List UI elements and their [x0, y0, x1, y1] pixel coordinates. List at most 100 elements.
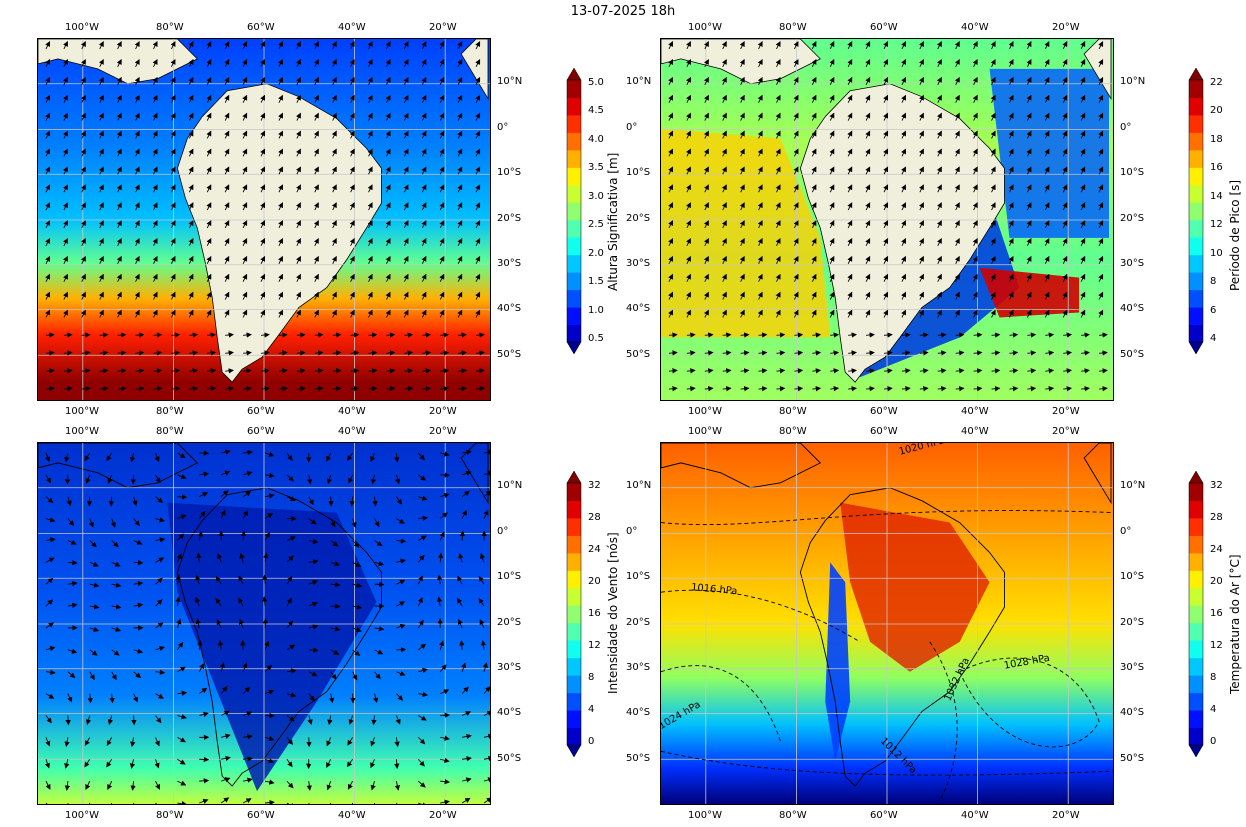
vector-arrow — [349, 291, 355, 300]
lon-tick-label: 20°W — [429, 22, 457, 33]
vector-arrow — [296, 41, 301, 50]
vector-arrow — [901, 220, 906, 229]
vector-arrow — [260, 220, 266, 229]
vector-arrow — [686, 202, 691, 211]
vector-arrow — [314, 350, 324, 356]
vector-arrow — [403, 255, 409, 264]
vector-arrow — [206, 237, 212, 247]
vector-arrow — [829, 148, 835, 157]
vector-arrow — [63, 386, 73, 392]
vector-arrow — [811, 148, 817, 157]
vector-arrow — [1062, 166, 1068, 175]
vector-arrow — [421, 76, 427, 85]
vector-arrow — [739, 76, 745, 85]
vector-arrow — [1008, 202, 1014, 211]
vector-arrow — [206, 309, 212, 318]
vector-arrow — [1062, 148, 1068, 157]
colorbar-tick-label: 24 — [1210, 544, 1223, 555]
vector-arrow — [1099, 350, 1108, 356]
vector-arrow — [170, 184, 176, 193]
vector-arrow — [296, 273, 301, 282]
vector-arrow — [349, 130, 355, 139]
vector-arrow — [991, 350, 1001, 356]
vector-arrow — [331, 130, 337, 139]
vector-arrow — [170, 309, 176, 318]
vector-arrow — [367, 237, 373, 247]
vector-arrow — [1008, 220, 1014, 229]
vector-arrow — [224, 309, 230, 318]
vector-arrow — [368, 350, 378, 356]
vector-arrow — [152, 291, 158, 300]
vector-arrow — [439, 291, 445, 300]
vector-arrow — [260, 350, 270, 356]
lon-tick-label: 60°W — [870, 406, 898, 417]
vector-arrow — [45, 273, 50, 282]
vector-arrow — [278, 273, 283, 282]
vector-arrow — [865, 112, 871, 121]
vector-arrow — [278, 309, 283, 318]
vector-arrow — [757, 166, 763, 175]
vector-arrow — [757, 255, 763, 264]
vector-arrow — [349, 148, 355, 157]
vector-arrow — [972, 76, 978, 85]
colorbar-tick-label: 22 — [1210, 77, 1223, 88]
lon-tick-label: 20°W — [429, 406, 457, 417]
vector-arrow — [757, 94, 763, 103]
vector-arrow — [134, 94, 140, 103]
vector-arrow — [117, 350, 127, 356]
vector-arrow — [367, 76, 373, 85]
vector-arrow — [63, 112, 68, 121]
vector-arrow — [829, 130, 835, 139]
vector-arrow — [170, 202, 176, 211]
vector-arrow — [440, 368, 450, 374]
vector-arrow — [865, 309, 871, 318]
colorbar-tick-label: 5.0 — [588, 77, 604, 88]
vector-arrow — [847, 184, 853, 193]
vector-arrow — [403, 237, 409, 247]
vector-arrow — [188, 94, 194, 103]
vector-arrow — [1080, 291, 1086, 300]
vector-arrow — [1080, 130, 1086, 139]
vector-arrow — [865, 184, 871, 193]
vector-arrow — [794, 350, 804, 356]
vector-arrow — [973, 332, 983, 338]
vector-arrow — [170, 166, 176, 175]
vector-arrow — [278, 368, 288, 374]
vector-arrow — [972, 202, 978, 211]
vector-arrow — [458, 332, 467, 338]
vector-arrow — [811, 184, 817, 193]
vector-arrow — [1008, 166, 1014, 175]
vector-arrow — [847, 273, 853, 282]
vector-arrow — [757, 202, 763, 211]
vector-arrow — [98, 255, 104, 264]
vector-arrow — [703, 273, 709, 282]
vector-arrow — [421, 255, 427, 264]
vector-arrow — [686, 130, 691, 139]
vector-arrow — [829, 255, 835, 264]
vector-arrow — [243, 368, 252, 374]
vector-arrow — [686, 58, 691, 68]
vector-arrow — [848, 368, 857, 374]
vector-arrow — [829, 58, 835, 68]
vector-arrow — [901, 166, 906, 175]
vector-arrow — [116, 166, 122, 175]
vector-arrow — [829, 76, 835, 85]
vector-arrow — [86, 496, 93, 507]
vector-arrow — [135, 368, 145, 374]
vector-arrow — [1080, 202, 1086, 211]
vector-arrow — [847, 291, 853, 300]
vector-arrow — [331, 184, 337, 193]
vector-arrow — [152, 220, 158, 229]
vector-arrow — [1044, 184, 1050, 193]
vector-arrow — [883, 332, 893, 338]
vector-arrow — [1063, 332, 1073, 338]
vector-arrow — [80, 202, 86, 211]
vector-arrow — [331, 112, 337, 121]
vector-arrow — [794, 332, 804, 338]
vector-arrow — [368, 332, 378, 338]
vector-arrow — [260, 368, 270, 374]
vector-arrow — [385, 202, 391, 211]
vector-arrow — [153, 332, 163, 338]
vector-arrow — [883, 41, 889, 50]
vector-arrow — [919, 309, 924, 318]
